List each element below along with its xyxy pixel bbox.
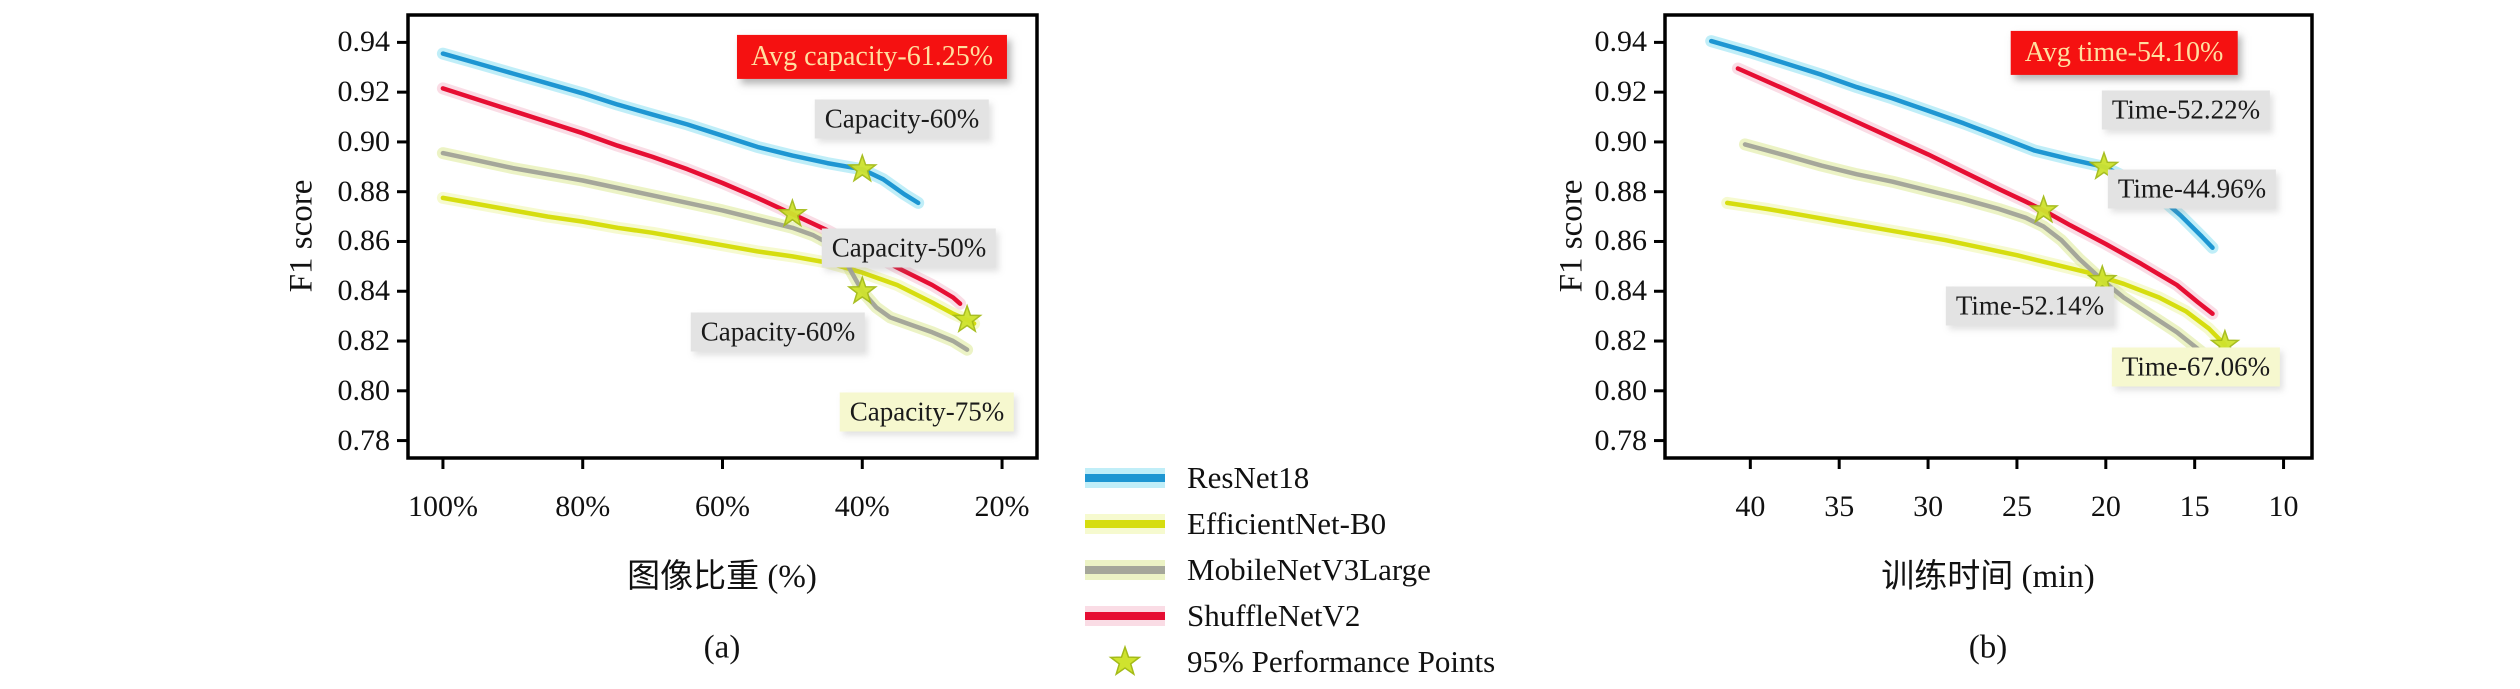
series-line-efficientnet-b xyxy=(1724,200,2228,348)
x-tick-label-b: 30 xyxy=(1913,490,1944,523)
y-tick-label-b: 0.94 xyxy=(1594,25,1648,59)
performance-point-star-a xyxy=(951,303,983,334)
y-tick-label-a: 0.88 xyxy=(337,174,391,208)
y-tick-label-b: 0.90 xyxy=(1594,124,1648,158)
performance-point-star-a xyxy=(846,153,878,183)
series-line-resnet18-a xyxy=(440,51,921,206)
x-tick-label-b: 40 xyxy=(1735,490,1766,523)
x-tick-label-b: 25 xyxy=(2001,490,2032,523)
legend-label-mobilenet: MobileNetV3Large xyxy=(1187,552,1431,587)
performance-point-star-a xyxy=(846,275,878,305)
legend-swatch-resnet18 xyxy=(1085,467,1165,489)
annotation-capacity-60-mobilenet: Capacity-60% xyxy=(690,312,866,352)
y-tick-label-b: 0.86 xyxy=(1594,224,1648,258)
annotation-capacity-60-resnet: Capacity-60% xyxy=(814,99,990,139)
chart-caption-b: (b) xyxy=(1968,629,2008,666)
y-tick-label-a: 0.80 xyxy=(337,373,391,407)
legend-swatch-shufflenet xyxy=(1085,605,1165,627)
y-tick-label-b: 0.80 xyxy=(1594,373,1648,407)
legend-star-icon xyxy=(1085,644,1165,676)
annotation-capacity-50-shufflenet: Capacity-50% xyxy=(821,228,997,268)
legend-swatch-core xyxy=(1085,566,1165,574)
y-axis-title-b: F1 score xyxy=(1553,179,1590,293)
y-tick-label-b: 0.88 xyxy=(1594,174,1648,208)
legend-item-resnet18: ResNet18 xyxy=(1085,458,1309,498)
legend-swatch-core xyxy=(1085,612,1165,620)
annotation-time-67-06-efficientnet: Time-67.06% xyxy=(2111,347,2281,387)
x-tick-label-b: 35 xyxy=(1824,490,1855,523)
performance-point-star-b xyxy=(2086,263,2118,294)
legend-item-efficientnet: EfficientNet-B0 xyxy=(1085,504,1386,544)
legend-swatch-core xyxy=(1085,520,1165,528)
legend-swatch-mobilenet xyxy=(1085,559,1165,581)
legend-item-shufflenet: ShuffleNetV2 xyxy=(1085,596,1360,636)
x-tick-label-a: 40% xyxy=(834,490,890,523)
chart-caption-a: (a) xyxy=(703,629,741,666)
y-tick-label-b: 0.82 xyxy=(1594,324,1648,358)
annotation-avg-capacity: Avg capacity-61.25% xyxy=(736,34,1008,80)
legend-swatch-core xyxy=(1085,474,1165,482)
performance-point-star-a xyxy=(776,197,808,228)
y-tick-label-a: 0.86 xyxy=(337,224,391,258)
y-tick-label-a: 0.84 xyxy=(337,274,391,308)
x-tick-label-a: 60% xyxy=(695,490,750,523)
y-tick-label-a: 0.90 xyxy=(337,124,391,158)
x-tick-label-a: 100% xyxy=(407,490,478,523)
series-line-efficientnet-a xyxy=(440,195,977,326)
y-tick-label-b: 0.92 xyxy=(1594,75,1648,109)
legend-label-efficientnet: EfficientNet-B0 xyxy=(1187,506,1387,541)
x-tick-label-b: 20 xyxy=(2090,490,2121,523)
x-axis-title-a: 图像比重 (%) xyxy=(627,559,817,595)
legend-swatch-efficientnet xyxy=(1085,513,1165,535)
legend-label-shufflenet: ShuffleNetV2 xyxy=(1187,598,1361,633)
x-tick-label-b: 15 xyxy=(2179,490,2210,523)
legend-item-mobilenet: MobileNetV3Large xyxy=(1085,550,1431,590)
legend-label-star: 95% Performance Points xyxy=(1187,644,1496,679)
y-tick-label-a: 0.82 xyxy=(337,324,391,358)
x-tick-label-a: 20% xyxy=(974,490,1030,523)
y-axis-title-a: F1 score xyxy=(283,179,320,293)
annotation-avg-time: Avg time-54.10% xyxy=(2010,30,2238,76)
annotation-time-52-22-resnet: Time-52.22% xyxy=(2101,90,2271,130)
annotation-time-44-96-shufflenet: Time-44.96% xyxy=(2107,169,2277,209)
series-line-shufflenet-b xyxy=(1735,66,2215,316)
x-tick-label-b: 10 xyxy=(2268,490,2299,523)
series-line-shufflenet-a xyxy=(440,86,963,306)
y-tick-label-a: 0.94 xyxy=(337,25,391,59)
annotation-capacity-75-efficientnet: Capacity-75% xyxy=(839,392,1015,432)
x-axis-title-b: 训练时间 (min) xyxy=(1881,559,2095,595)
plot-frame-b xyxy=(1663,13,2314,460)
annotation-time-52-14-mobilenet: Time-52.14% xyxy=(1945,286,2115,326)
legend-item-star: 95% Performance Points xyxy=(1085,642,1495,682)
y-tick-label-a: 0.78 xyxy=(337,423,391,457)
series-line-mobilenet-a xyxy=(440,150,970,352)
performance-point-star-b xyxy=(2028,194,2060,224)
y-tick-label-b: 0.84 xyxy=(1594,274,1648,308)
x-tick-label-a: 80% xyxy=(555,490,611,523)
y-tick-label-a: 0.92 xyxy=(337,75,391,109)
y-tick-label-b: 0.78 xyxy=(1594,423,1648,457)
legend-label-resnet18: ResNet18 xyxy=(1187,460,1310,495)
performance-point-star-b xyxy=(2088,150,2120,180)
